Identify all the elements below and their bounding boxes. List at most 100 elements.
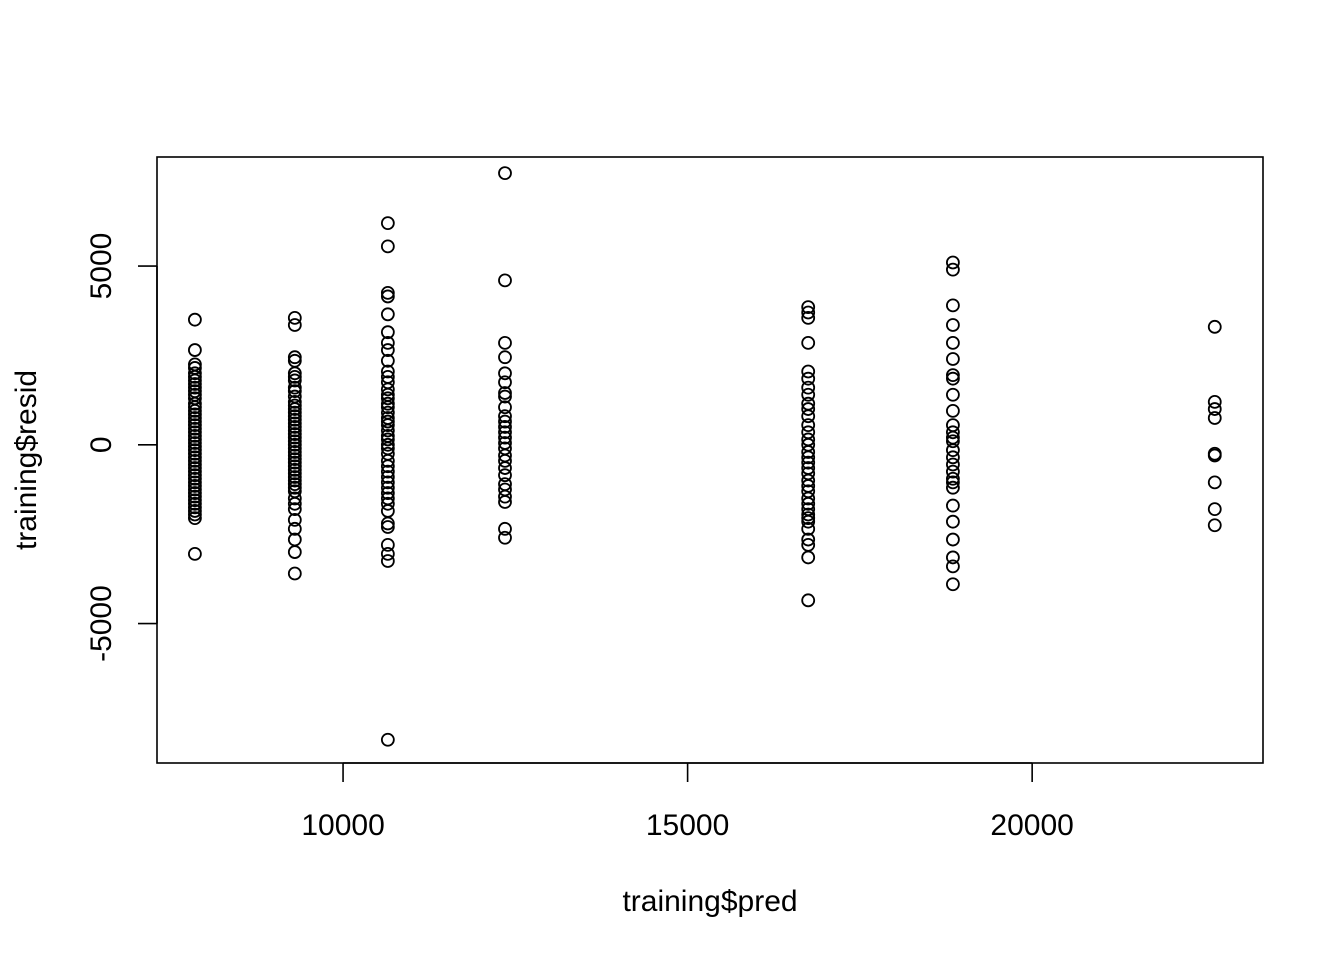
data-point bbox=[188, 432, 202, 447]
data-point bbox=[380, 216, 395, 231]
data-point bbox=[188, 411, 202, 425]
data-point bbox=[287, 480, 302, 495]
data-point bbox=[287, 455, 302, 470]
data-point bbox=[1207, 448, 1222, 463]
data-point bbox=[188, 414, 202, 429]
data-point bbox=[380, 285, 395, 300]
data-point bbox=[287, 380, 302, 395]
data-point bbox=[287, 473, 302, 488]
data-point bbox=[188, 418, 202, 433]
data-point bbox=[188, 471, 202, 486]
data-point bbox=[287, 512, 302, 527]
x-axis: 10000 15000 20000 bbox=[301, 762, 1074, 842]
data-point bbox=[188, 486, 202, 500]
data-point bbox=[287, 491, 302, 506]
data-point bbox=[946, 443, 960, 458]
data-point bbox=[287, 466, 302, 481]
data-point bbox=[188, 343, 202, 357]
data-point bbox=[287, 402, 302, 416]
data-point bbox=[801, 387, 816, 402]
data-point bbox=[380, 289, 395, 304]
data-point bbox=[380, 470, 395, 484]
data-point bbox=[188, 380, 202, 395]
data-point bbox=[946, 559, 960, 574]
data-point bbox=[380, 418, 395, 433]
data-point bbox=[801, 593, 816, 608]
data-point bbox=[188, 428, 202, 443]
data-point bbox=[188, 400, 202, 415]
data-point bbox=[946, 514, 960, 529]
data-point bbox=[498, 530, 512, 545]
data-point bbox=[946, 255, 960, 270]
data-point bbox=[498, 489, 512, 504]
data-point bbox=[287, 445, 302, 459]
data-point bbox=[188, 489, 202, 504]
data-point bbox=[287, 395, 302, 409]
data-point bbox=[498, 389, 512, 404]
data-point bbox=[380, 504, 395, 518]
data-point bbox=[498, 468, 512, 483]
data-point bbox=[380, 475, 395, 490]
data-point bbox=[188, 369, 202, 384]
data-point bbox=[801, 507, 816, 522]
y-tick-label: -5000 bbox=[85, 585, 118, 662]
data-point bbox=[498, 425, 512, 440]
data-point bbox=[498, 166, 512, 180]
data-point bbox=[801, 371, 816, 386]
data-point bbox=[380, 364, 395, 379]
data-point bbox=[287, 496, 302, 511]
data-point bbox=[498, 366, 512, 381]
data-point bbox=[801, 514, 816, 529]
data-point bbox=[498, 350, 512, 365]
data-point bbox=[380, 336, 395, 350]
data-point bbox=[287, 434, 302, 449]
data-point bbox=[380, 464, 395, 479]
data-point bbox=[380, 453, 395, 468]
data-point bbox=[498, 430, 512, 445]
data-point bbox=[188, 453, 202, 468]
data-point bbox=[498, 409, 512, 424]
data-point bbox=[188, 496, 202, 511]
data-point bbox=[188, 500, 202, 515]
data-point bbox=[946, 550, 960, 565]
data-point bbox=[287, 437, 302, 452]
plot-frame bbox=[156, 156, 1264, 764]
y-axis: -5000 0 5000 bbox=[85, 233, 158, 662]
data-point bbox=[188, 377, 202, 391]
data-point bbox=[287, 405, 302, 420]
data-point bbox=[380, 307, 395, 322]
data-point bbox=[801, 305, 816, 320]
data-point bbox=[946, 425, 960, 440]
data-point bbox=[801, 364, 816, 379]
data-point bbox=[1207, 402, 1222, 416]
data-point bbox=[188, 366, 202, 381]
data-point bbox=[287, 521, 302, 536]
data-point bbox=[287, 462, 302, 477]
data-point bbox=[498, 336, 512, 350]
data-point bbox=[801, 455, 816, 470]
x-tick-label: 20000 bbox=[990, 809, 1073, 842]
data-point bbox=[287, 350, 302, 365]
data-point bbox=[801, 300, 816, 315]
data-point bbox=[801, 521, 816, 536]
data-point bbox=[1207, 319, 1222, 334]
data-point bbox=[380, 423, 395, 438]
data-point bbox=[188, 439, 202, 454]
data-point bbox=[287, 366, 302, 381]
data-point bbox=[498, 420, 512, 434]
data-point bbox=[287, 452, 302, 467]
data-point bbox=[287, 420, 302, 434]
data-point bbox=[946, 368, 960, 382]
data-point bbox=[801, 532, 816, 547]
data-point bbox=[1207, 395, 1222, 409]
x-axis-title: training$pred bbox=[622, 885, 797, 918]
y-tick-label: 5000 bbox=[85, 233, 118, 300]
data-point bbox=[380, 382, 395, 397]
data-point bbox=[801, 402, 816, 416]
data-point bbox=[380, 516, 395, 531]
data-point bbox=[287, 459, 302, 474]
data-point bbox=[287, 427, 302, 441]
data-point bbox=[188, 407, 202, 422]
data-point bbox=[188, 443, 202, 458]
data-point bbox=[188, 421, 202, 436]
